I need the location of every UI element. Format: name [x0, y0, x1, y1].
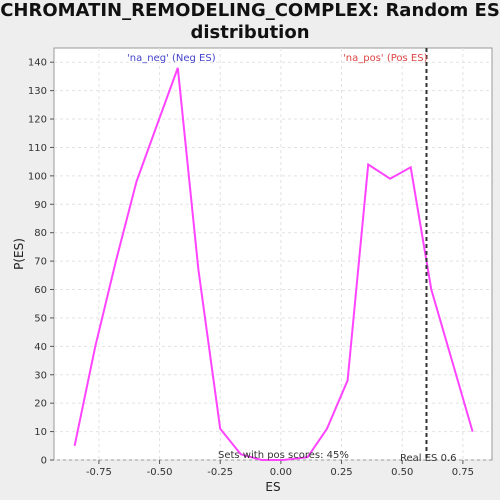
x-axis-label: ES: [265, 480, 280, 494]
y-tick-label: 40: [34, 342, 47, 353]
neg-label: 'na_neg' (Neg ES): [127, 53, 216, 64]
y-tick-label: 90: [34, 200, 47, 211]
y-tick-label: 110: [28, 143, 47, 154]
x-tick-label: -0.50: [147, 467, 173, 478]
pos-scores-label: Sets with pos scores: 45%: [218, 450, 349, 461]
y-axis-label: P(ES): [12, 238, 26, 270]
x-tick-label: -0.75: [86, 467, 112, 478]
x-tick-label: 0.75: [452, 467, 474, 478]
y-tick-label: 10: [34, 427, 47, 438]
y-tick-label: 80: [34, 228, 47, 239]
y-tick-label: 120: [28, 115, 47, 126]
x-tick-label: 0.50: [391, 467, 413, 478]
series-line: [73, 67, 474, 461]
y-tick-label: 20: [34, 399, 47, 410]
y-tick-label: 0: [41, 456, 47, 467]
x-tick-label: 0.25: [330, 467, 352, 478]
y-tick-label: 60: [34, 285, 47, 296]
x-tick-label: -0.25: [207, 467, 233, 478]
y-tick-label: 140: [28, 58, 47, 69]
y-tick-label: 50: [34, 313, 47, 324]
grid: [54, 48, 492, 461]
plot-area: [53, 47, 493, 461]
y-tick-label: 30: [34, 370, 47, 381]
x-axis-ticks: -0.75 -0.50 -0.25 0.00 0.25 0.50 0.75: [86, 460, 474, 478]
y-tick-label: 100: [28, 171, 47, 182]
real-es-label: Real ES 0.6: [400, 453, 456, 464]
pos-label: 'na_pos' (Pos ES): [343, 53, 428, 64]
x-tick-label: 0.00: [270, 467, 292, 478]
chart-title: CHROMATIN_REMODELING_COMPLEX: Random ES …: [0, 0, 500, 43]
y-tick-label: 130: [28, 86, 47, 97]
y-tick-label: 70: [34, 257, 47, 268]
y-axis-ticks: 0 10 20 30 40 50 60 70 80 90 100 110 120 130 140: [28, 58, 54, 467]
